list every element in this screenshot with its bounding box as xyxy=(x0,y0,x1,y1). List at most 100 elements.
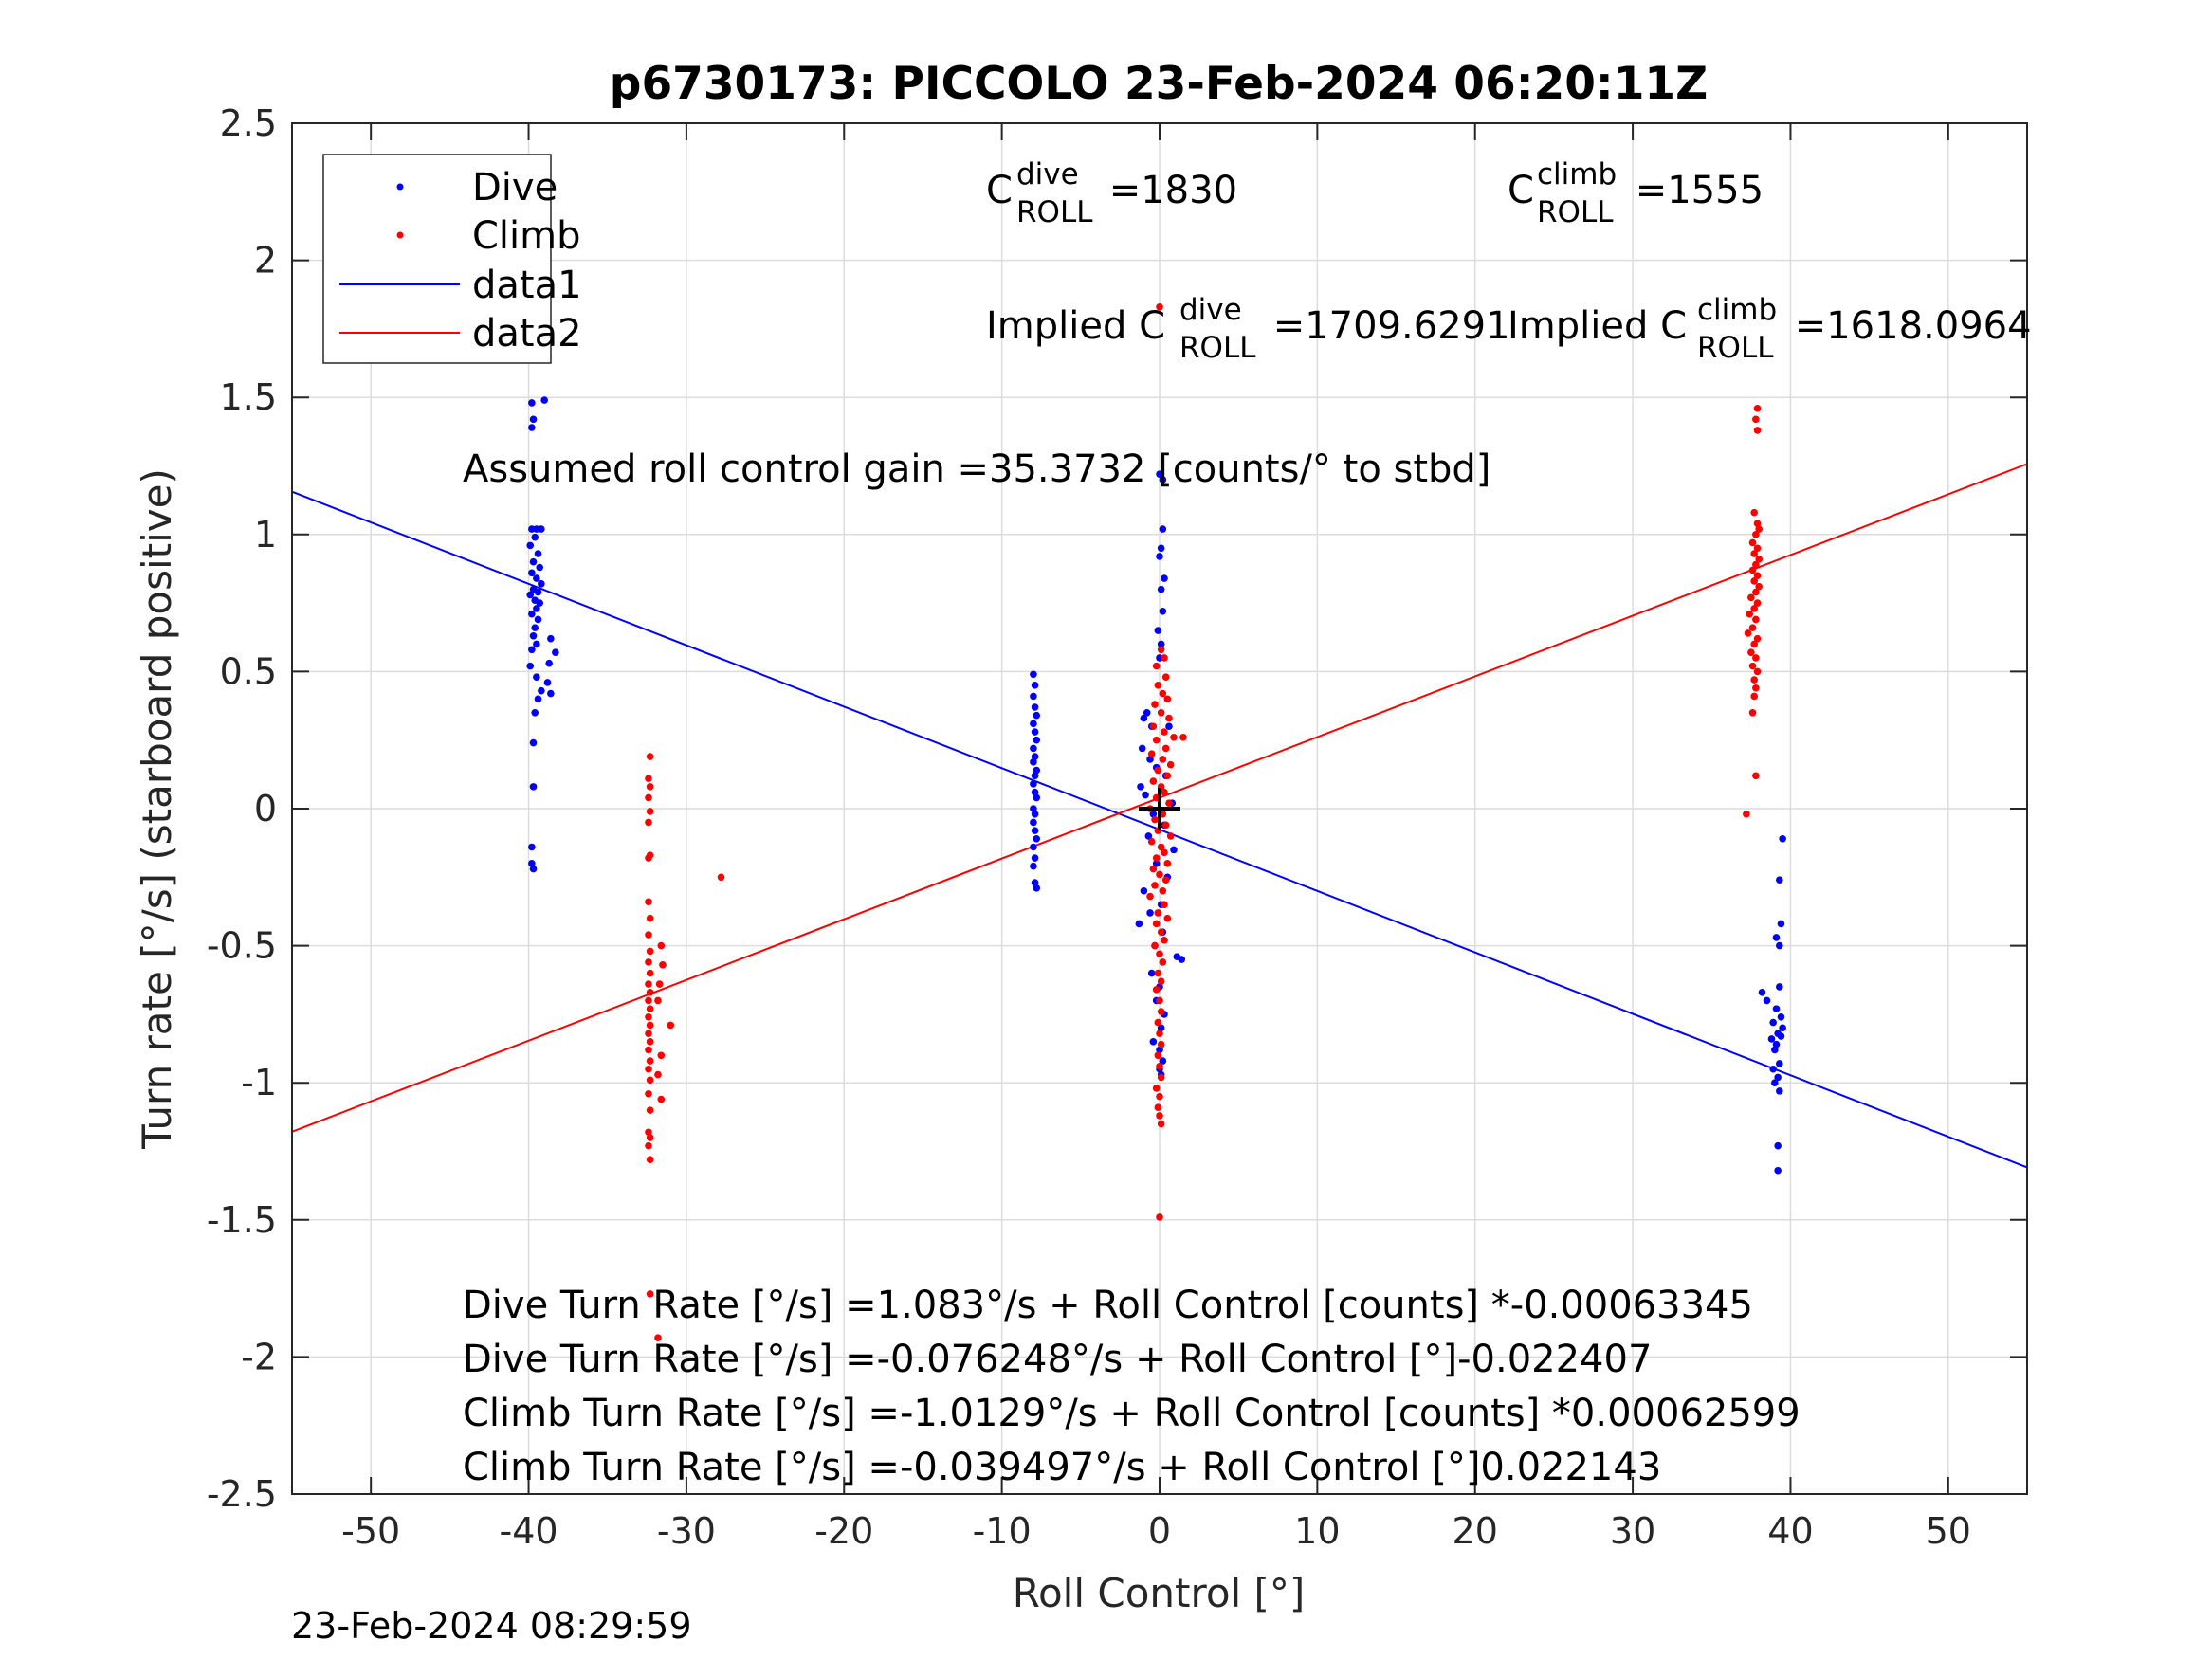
climb-point xyxy=(1750,508,1758,517)
dive-point xyxy=(1030,758,1037,766)
implied-climb-subscript: ROLL xyxy=(1697,331,1774,365)
dive-point xyxy=(543,679,552,686)
dive-point xyxy=(534,615,542,624)
dive-point xyxy=(1033,766,1041,775)
climb-point xyxy=(1752,654,1760,662)
dive-point xyxy=(1152,860,1161,867)
dive-point xyxy=(529,865,538,873)
climb-point xyxy=(1157,843,1165,851)
implied-dive-value: =1709.6291 xyxy=(1261,304,1510,348)
dive-point xyxy=(526,591,535,599)
climb-point xyxy=(1743,810,1750,818)
dive-point xyxy=(1033,835,1041,843)
climb-point xyxy=(1152,854,1161,862)
dive-point xyxy=(1774,1141,1782,1150)
dive-point xyxy=(1173,953,1181,960)
y-tick-label: -2.5 xyxy=(207,1473,277,1515)
x-tick-label: 50 xyxy=(1926,1510,1971,1552)
dive-point xyxy=(1159,1057,1167,1065)
climb-point xyxy=(1152,736,1161,744)
climb-point xyxy=(645,818,652,827)
dive-point xyxy=(1146,756,1154,763)
climb-point xyxy=(1161,876,1170,884)
climb-point xyxy=(645,1065,652,1073)
climb-point xyxy=(1147,750,1156,757)
dive-point xyxy=(1776,1087,1783,1095)
y-tick-label: 2 xyxy=(254,240,277,282)
dive-point xyxy=(1772,934,1781,941)
implied-climb-superscript: climb xyxy=(1697,293,1777,327)
climb-point xyxy=(1747,648,1755,656)
y-tick-label: 1.5 xyxy=(220,376,277,418)
climb-point xyxy=(646,1038,654,1046)
climb-point xyxy=(645,931,652,939)
dive-point xyxy=(528,860,536,867)
climb-point xyxy=(1755,582,1763,591)
climb-point xyxy=(1166,832,1175,840)
dive-point xyxy=(1159,476,1167,483)
dive-point xyxy=(1157,544,1165,553)
climb-point xyxy=(1157,977,1165,985)
implied-dive-superscript: dive xyxy=(1179,293,1242,327)
dive-point xyxy=(1149,1038,1158,1046)
dive-point xyxy=(531,624,539,631)
y-tick-label: -1 xyxy=(241,1062,277,1103)
climb-point xyxy=(1152,1085,1161,1092)
climb-point xyxy=(1752,588,1760,596)
y-tick-label: 2.5 xyxy=(220,102,277,144)
climb-point xyxy=(1152,920,1161,928)
climb-point xyxy=(1165,714,1173,722)
dive-point xyxy=(1758,988,1766,996)
dive-point xyxy=(534,588,542,596)
climb-point xyxy=(1149,777,1158,785)
climb-point xyxy=(645,1030,652,1037)
climb-point xyxy=(646,1106,654,1114)
dive-point xyxy=(1149,810,1158,818)
dive-point xyxy=(1772,1005,1781,1012)
climb-point xyxy=(1154,1018,1162,1027)
dive-point xyxy=(1157,1024,1165,1032)
dive-point xyxy=(1161,574,1168,582)
dive-point xyxy=(1146,909,1154,917)
climb-point xyxy=(1753,599,1762,607)
climb-point xyxy=(645,1128,652,1137)
climb-point xyxy=(1752,531,1760,538)
dive-point xyxy=(531,533,539,541)
dive-point xyxy=(529,557,538,566)
climb-point xyxy=(1159,886,1167,895)
dive-point xyxy=(1030,818,1037,827)
implied-dive-subscript: ROLL xyxy=(1179,331,1256,365)
climb-point xyxy=(1163,914,1172,922)
dive-point xyxy=(534,695,542,703)
dive-point xyxy=(1774,1166,1782,1175)
dive-point xyxy=(545,659,553,667)
dive-point xyxy=(1031,788,1039,796)
climb-point xyxy=(646,1290,654,1298)
climb-point xyxy=(646,1021,654,1030)
climb-point xyxy=(1750,640,1758,648)
dive-point xyxy=(528,610,536,618)
dive-point xyxy=(1170,846,1178,854)
climb-point xyxy=(1154,1051,1162,1060)
dive-point xyxy=(1154,627,1162,634)
dive-point xyxy=(533,640,540,648)
climb-point xyxy=(1161,788,1168,796)
dive-point xyxy=(1143,708,1151,717)
dive-point xyxy=(1030,720,1037,728)
dive-point xyxy=(1771,1079,1779,1086)
dive-point xyxy=(1767,1035,1776,1043)
dive-point xyxy=(1030,670,1037,679)
c-roll-dive-value: =1830 xyxy=(1097,169,1237,212)
dive-point xyxy=(533,574,540,582)
climb-point xyxy=(1161,673,1170,681)
climb-point xyxy=(1161,728,1168,736)
climb-point xyxy=(1748,624,1757,631)
climb-point xyxy=(645,854,652,862)
climb-point xyxy=(1147,837,1156,846)
c-roll-climb-subscript: ROLL xyxy=(1537,195,1614,229)
dive-point xyxy=(1031,772,1039,780)
climb-point xyxy=(1152,662,1161,670)
center-marker xyxy=(1139,788,1180,830)
x-tick-label: 30 xyxy=(1610,1510,1655,1552)
